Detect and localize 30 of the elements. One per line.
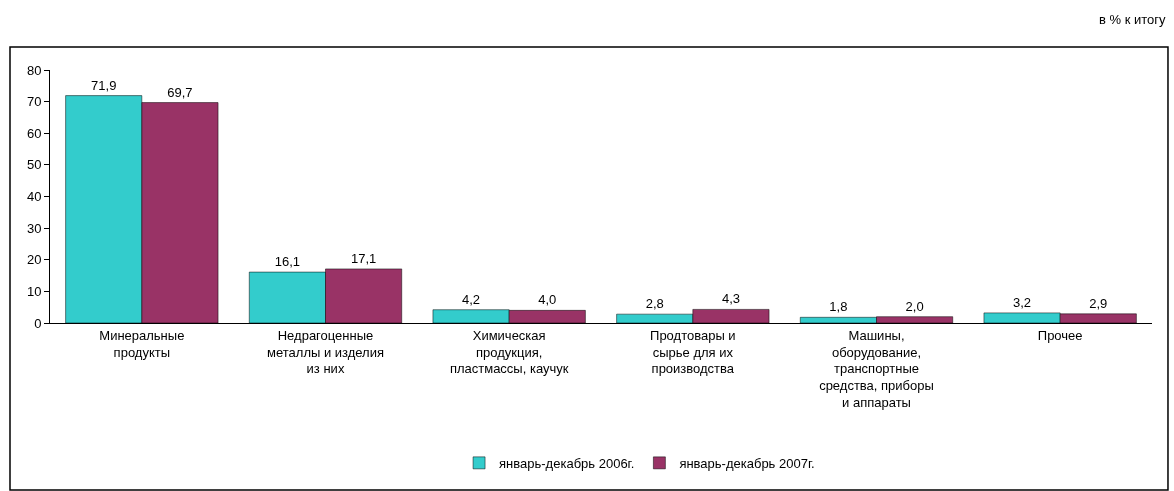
x-tick-label: Химическая продукция, пластмассы, каучук xyxy=(449,327,569,377)
y-tick-label: 80 xyxy=(26,62,42,78)
y-tick-label: 40 xyxy=(26,189,42,205)
y-tick-label: 60 xyxy=(26,125,42,141)
data-label: 2,8 xyxy=(645,296,664,312)
data-label: 2,0 xyxy=(905,298,924,314)
x-tick-label: Прочее xyxy=(1037,327,1083,343)
legend-label: январь-декабрь 2007г. xyxy=(679,455,815,471)
data-label: 69,7 xyxy=(167,84,193,100)
y-tick-label: 30 xyxy=(26,220,42,236)
x-tick-label: Машины, оборудование, транспортные средства, приборы и аппараты xyxy=(819,327,934,411)
y-tick-label: 70 xyxy=(26,94,42,110)
data-label: 4,0 xyxy=(538,292,557,308)
y-tick-label: 20 xyxy=(26,252,42,268)
y-tick-label: 0 xyxy=(34,315,42,331)
data-label: 3,2 xyxy=(1013,294,1032,310)
y-tick-label: 50 xyxy=(26,157,42,173)
data-label: 71,9 xyxy=(91,77,117,93)
x-tick-label: Минеральные продукты xyxy=(99,327,185,360)
data-label: 4,2 xyxy=(462,291,481,307)
x-tick-label: Недрагоценные металлы и изделия из них xyxy=(267,327,384,377)
data-label: 1,8 xyxy=(829,299,848,315)
y-tick-label: 10 xyxy=(26,283,42,299)
data-label: 16,1 xyxy=(274,254,301,270)
legend-label: январь-декабрь 2006г. xyxy=(499,455,635,471)
data-label: 17,1 xyxy=(350,250,377,266)
text: в % к итогу xyxy=(1099,12,1167,27)
data-label: 2,9 xyxy=(1089,295,1108,311)
x-tick-label: Продтовары и сырье для их производства xyxy=(650,327,736,377)
data-label: 4,3 xyxy=(721,291,740,307)
